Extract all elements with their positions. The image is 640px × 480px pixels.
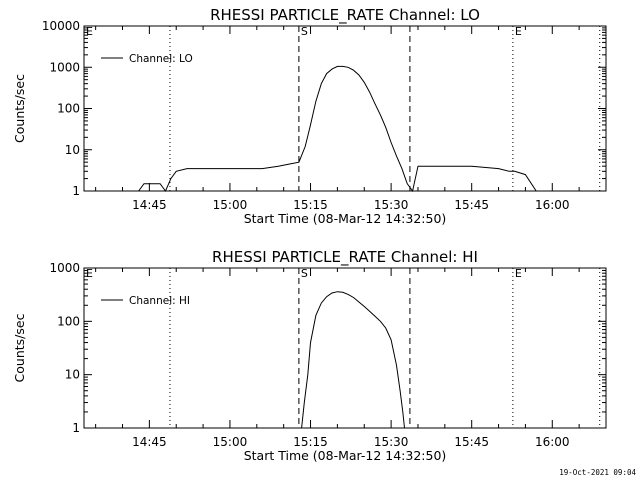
x-tick-label: 15:45 [454, 435, 489, 449]
x-tick-label: 15:45 [454, 198, 489, 212]
legend-label: Channel: HI [129, 295, 190, 307]
plot-frame [83, 267, 607, 429]
x-tick-label: 16:00 [535, 198, 570, 212]
marker-label: E [515, 25, 522, 38]
x-tick-label: 15:00 [213, 435, 248, 449]
y-tick-label: 1000 [49, 60, 80, 74]
chart-title: RHESSI PARTICLE_RATE Channel: LO [210, 6, 480, 25]
marker-label: E [86, 25, 93, 38]
marker-label: E [86, 267, 93, 280]
x-tick-label: 14:45 [132, 435, 167, 449]
plot-frame [83, 25, 607, 192]
y-tick-label: 1 [72, 184, 80, 198]
series-line [301, 291, 405, 429]
chart-panel-hi: RHESSI PARTICLE_RATE Channel: HI E S E 1 10 10… [12, 248, 607, 463]
x-tick-label: 15:15 [293, 198, 328, 212]
y-axis-label: Counts/sec [12, 313, 27, 382]
y-axis-label: Counts/sec [12, 74, 27, 143]
x-tick-label: 15:30 [374, 198, 409, 212]
legend-label: Channel: LO [129, 53, 193, 65]
marker-label: E [515, 267, 522, 280]
chart-title: RHESSI PARTICLE_RATE Channel: HI [212, 248, 478, 267]
y-tick-label: 10 [65, 143, 80, 157]
marker-label: S [301, 25, 308, 38]
x-tick-label: 15:00 [213, 198, 248, 212]
timestamp-stamp: 19-Oct-2021 09:04 [559, 468, 636, 477]
y-tick-label: 1 [72, 421, 80, 435]
series-line [84, 65, 606, 193]
x-tick-label: 16:00 [535, 435, 570, 449]
y-tick-label: 100 [57, 314, 80, 328]
y-tick-label: 1000 [49, 261, 80, 275]
x-axis-label: Start Time (08-Mar-12 14:32:50) [244, 211, 447, 226]
x-axis-label: Start Time (08-Mar-12 14:32:50) [244, 448, 447, 463]
x-tick-label: 15:30 [374, 435, 409, 449]
y-tick-label: 100 [57, 102, 80, 116]
y-tick-label: 10 [65, 368, 80, 382]
y-tick-label: 10000 [42, 19, 80, 33]
x-tick-label: 15:15 [293, 435, 328, 449]
x-tick-label: 14:45 [132, 198, 167, 212]
chart-panel-lo: RHESSI PARTICLE_RATE Channel: LO E S E 1 10 10… [12, 6, 607, 226]
marker-label: S [301, 267, 308, 280]
